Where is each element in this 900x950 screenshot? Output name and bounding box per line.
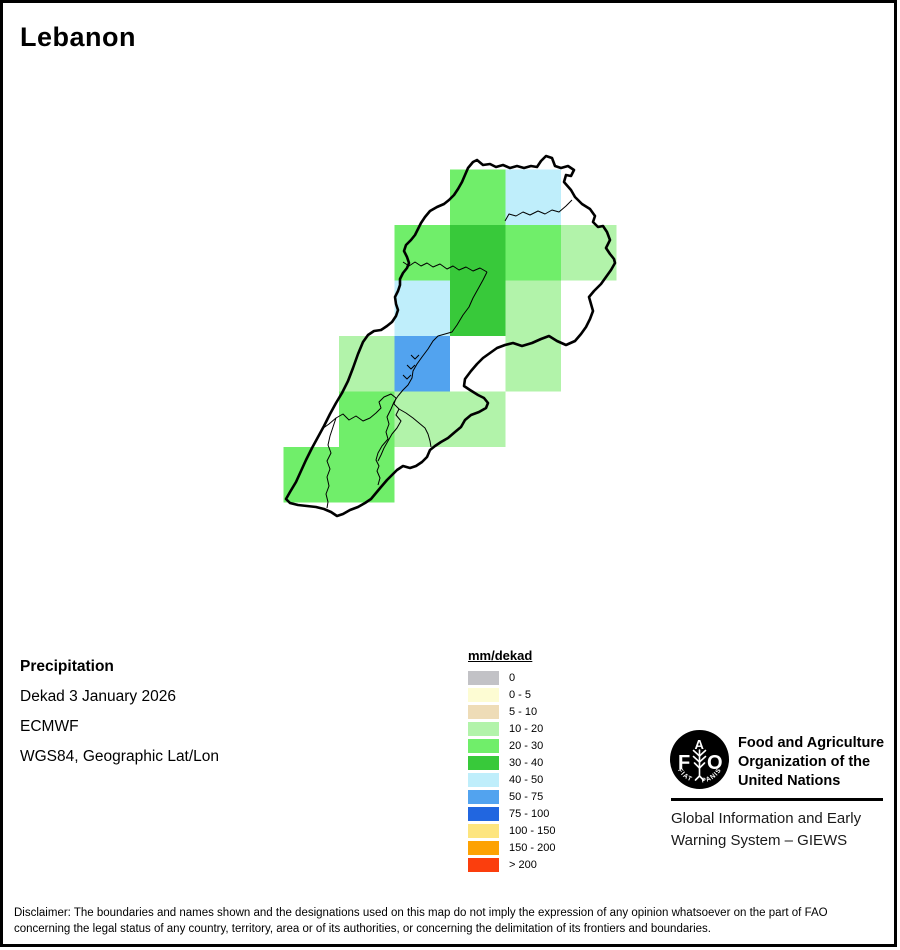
legend-swatch <box>468 687 499 702</box>
legend-label: 50 - 75 <box>509 790 544 803</box>
disclaimer-text: Disclaimer: The boundaries and names sho… <box>14 907 828 935</box>
legend-label: 100 - 150 <box>509 824 556 837</box>
precip-cell <box>505 225 561 281</box>
precip-cell <box>450 169 506 225</box>
legend-label: 0 - 5 <box>509 688 532 701</box>
legend-item: > 200 <box>468 856 555 873</box>
legend-label: 30 - 40 <box>509 756 544 769</box>
legend-swatch <box>468 789 499 804</box>
page-title: Lebanon <box>20 22 136 52</box>
wheat-icon <box>692 749 707 781</box>
legend: mm/dekad 0 0 - 5 5 - 10 10 - 20 20 - 30 30 - … <box>468 648 555 873</box>
precip-cell <box>339 391 395 447</box>
legend-swatch <box>468 857 499 872</box>
precip-cell <box>339 447 395 503</box>
legend-item: 5 - 10 <box>468 703 555 720</box>
legend-label: 10 - 20 <box>509 722 544 735</box>
legend-item: 20 - 30 <box>468 737 555 754</box>
precip-cell <box>450 280 506 336</box>
info-period: Dekad 3 January 2026 <box>20 688 176 705</box>
info-product: Precipitation <box>20 658 114 675</box>
country-outline <box>284 154 617 518</box>
legend-label: 150 - 200 <box>509 841 556 854</box>
precip-cell <box>394 336 450 392</box>
legend-label: 20 - 30 <box>509 739 544 752</box>
legend-item: 50 - 75 <box>468 788 555 805</box>
precip-cell <box>394 225 450 281</box>
legend-item: 0 <box>468 669 555 686</box>
legend-item: 40 - 50 <box>468 771 555 788</box>
legend-label: > 200 <box>509 858 537 871</box>
legend-swatch <box>468 772 499 787</box>
precip-cell <box>561 225 617 281</box>
legend-rows: 0 0 - 5 5 - 10 10 - 20 20 - 30 30 - 40 40 - 50… <box>468 669 555 873</box>
precip-cell <box>283 447 339 503</box>
legend-item: 75 - 100 <box>468 805 555 822</box>
legend-swatch <box>468 670 499 685</box>
svg-text:F: F <box>678 752 690 774</box>
legend-label: 0 <box>509 671 516 684</box>
admin-boundaries <box>321 199 573 509</box>
precip-cell <box>505 336 561 392</box>
legend-label: 5 - 10 <box>509 705 538 718</box>
precip-cell <box>450 391 506 447</box>
precip-cell <box>339 336 395 392</box>
legend-swatch <box>468 755 499 770</box>
legend-title: mm/dekad <box>468 648 533 663</box>
separator-line <box>671 798 883 801</box>
svg-text:O: O <box>707 752 723 774</box>
legend-item: 0 - 5 <box>468 686 555 703</box>
fao-org-name: Food and Agriculture Organization of the… <box>738 735 885 789</box>
precip-cell <box>394 280 450 336</box>
precip-cell <box>450 225 506 281</box>
legend-item: 30 - 40 <box>468 754 555 771</box>
precipitation-cells <box>283 169 617 503</box>
legend-swatch <box>468 806 499 821</box>
legend-swatch <box>468 823 499 838</box>
legend-swatch <box>468 738 499 753</box>
legend-item: 100 - 150 <box>468 822 555 839</box>
legend-swatch <box>468 704 499 719</box>
legend-item: 150 - 200 <box>468 839 555 856</box>
legend-item: 10 - 20 <box>468 720 555 737</box>
map-info: Precipitation Dekad 3 January 2026 ECMWF… <box>20 656 219 776</box>
svg-text:A: A <box>695 737 705 752</box>
legend-swatch <box>468 840 499 855</box>
giews-label: Global Information and Early Warning Sys… <box>671 810 862 849</box>
legend-swatch <box>468 721 499 736</box>
legend-label: 40 - 50 <box>509 773 544 786</box>
info-projection: WGS84, Geographic Lat/Lon <box>20 748 220 765</box>
info-source: ECMWF <box>20 718 79 735</box>
precip-cell <box>394 391 450 447</box>
precip-cell <box>505 169 561 225</box>
fao-logo-icon: F O A FIAT PANIS <box>670 730 729 789</box>
legend-label: 75 - 100 <box>509 807 550 820</box>
precip-cell <box>505 280 561 336</box>
